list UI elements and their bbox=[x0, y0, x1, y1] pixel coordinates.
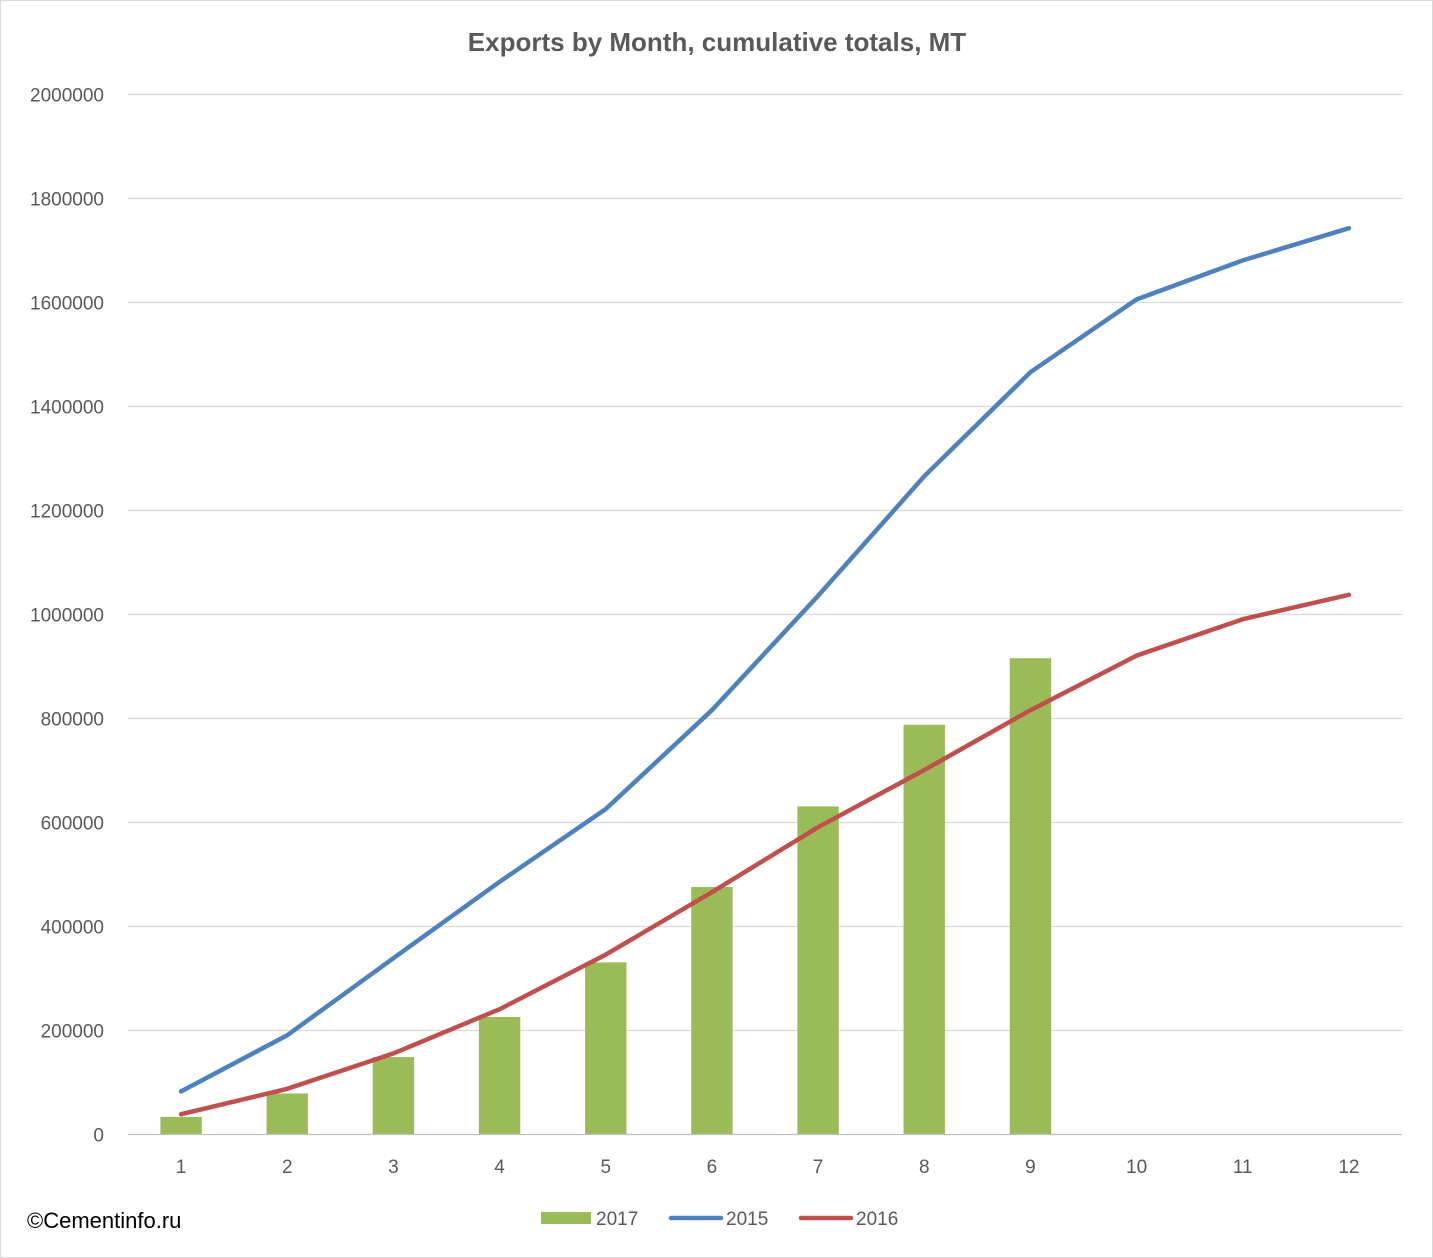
x-tick-label: 5 bbox=[600, 1157, 611, 1178]
x-tick-label: 12 bbox=[1338, 1157, 1359, 1178]
legend-item-2016: 2016 bbox=[798, 1209, 898, 1230]
y-tick-label: 600000 bbox=[41, 814, 104, 835]
x-axis-tick-labels: 1 2 3 4 5 6 7 8 9 10 11 12 bbox=[176, 1157, 1360, 1178]
bar-2017-7 bbox=[797, 806, 839, 1134]
x-tick-label: 6 bbox=[707, 1157, 718, 1178]
x-tick-label: 10 bbox=[1126, 1157, 1147, 1178]
lines bbox=[178, 225, 1352, 1117]
bar-2017-4 bbox=[478, 1017, 521, 1134]
bars-2017 bbox=[160, 658, 1052, 1134]
legend-label-2016: 2016 bbox=[856, 1209, 898, 1230]
legend: 2017 2015 2016 bbox=[541, 1209, 898, 1230]
x-tick-label: 7 bbox=[813, 1157, 824, 1178]
bar-2017-5 bbox=[585, 962, 627, 1134]
x-tick-label: 2 bbox=[282, 1157, 293, 1178]
y-tick-label: 200000 bbox=[41, 1022, 104, 1043]
gridlines bbox=[128, 93, 1402, 1032]
y-tick-label: 1000000 bbox=[30, 606, 104, 627]
bar-2017-8 bbox=[903, 724, 945, 1134]
y-tick-label: 0 bbox=[93, 1126, 104, 1147]
x-tick-label: 8 bbox=[919, 1157, 930, 1178]
x-tick-label: 4 bbox=[494, 1157, 505, 1178]
y-tick-label: 1200000 bbox=[30, 502, 104, 523]
x-tick-label: 11 bbox=[1233, 1157, 1253, 1178]
bar-2017-3 bbox=[372, 1057, 415, 1134]
legend-item-2015: 2015 bbox=[668, 1209, 768, 1230]
x-tick-label: 3 bbox=[388, 1157, 399, 1178]
bar-2017-9 bbox=[1009, 658, 1052, 1134]
y-tick-label: 1600000 bbox=[30, 294, 104, 315]
y-tick-label: 400000 bbox=[41, 918, 104, 939]
copyright-watermark: ©Cementinfo.ru bbox=[27, 1208, 181, 1233]
y-axis-tick-labels: 0 200000 400000 600000 800000 1000000 1200000 1… bbox=[30, 86, 104, 1147]
y-tick-label: 800000 bbox=[41, 710, 104, 731]
bar-2017-2 bbox=[266, 1093, 308, 1134]
legend-item-2017: 2017 bbox=[541, 1209, 638, 1230]
y-tick-label: 1800000 bbox=[30, 190, 104, 211]
bar-2017-1 bbox=[160, 1116, 202, 1134]
y-tick-label: 1400000 bbox=[30, 398, 104, 419]
y-tick-label: 2000000 bbox=[30, 86, 104, 107]
line-2016 bbox=[178, 592, 1352, 1117]
legend-label-2017: 2017 bbox=[596, 1209, 638, 1230]
chart-title: Exports by Month, cumulative totals, MT bbox=[468, 27, 966, 57]
line-2015 bbox=[178, 225, 1352, 1094]
legend-swatch-2017 bbox=[541, 1212, 591, 1224]
legend-label-2015: 2015 bbox=[726, 1209, 768, 1230]
bar-2017-6 bbox=[691, 887, 733, 1134]
x-tick-label: 1 bbox=[176, 1157, 187, 1178]
x-tick-label: 9 bbox=[1025, 1157, 1036, 1178]
